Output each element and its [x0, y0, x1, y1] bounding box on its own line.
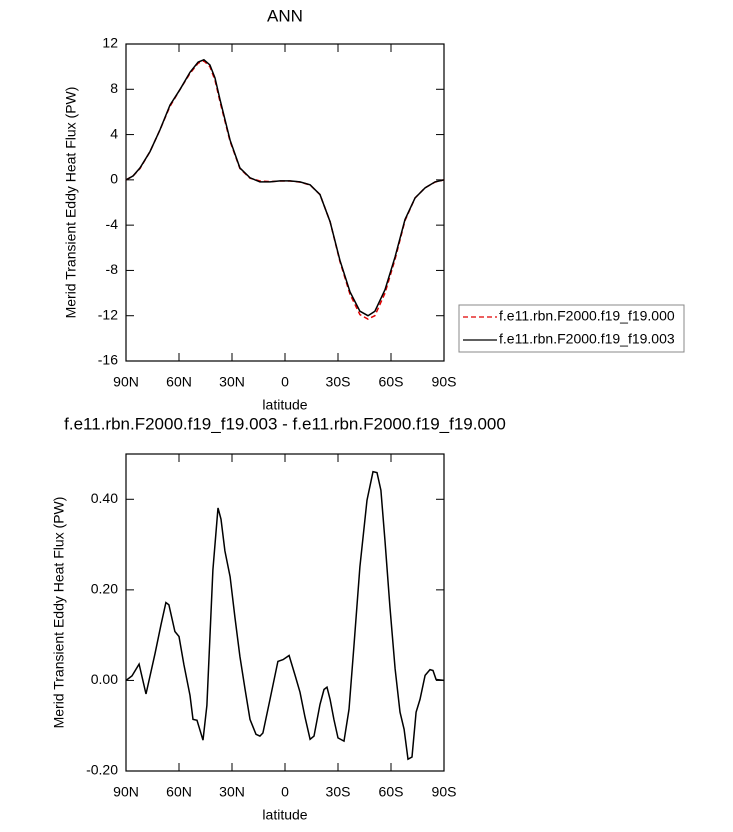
x-tick-label: 60N: [166, 374, 192, 390]
chart-title: ANN: [267, 6, 303, 25]
y-tick-label: -8: [106, 261, 119, 277]
chart-title: f.e11.rbn.F2000.f19_f19.003 - f.e11.rbn.…: [64, 414, 506, 433]
legend-box: [458, 304, 685, 353]
y-tick-label: -12: [98, 306, 118, 322]
x-tick-label: 30N: [219, 784, 245, 800]
x-tick-label: 90S: [432, 374, 457, 390]
y-tick-label: 0: [110, 171, 118, 187]
y-tick-label: 8: [110, 80, 118, 96]
y-tick-label: -0.20: [86, 762, 118, 778]
x-tick-label: 0: [281, 374, 289, 390]
data-line: [125, 58, 445, 317]
plot-frame: [125, 453, 445, 772]
y-tick-label: 0.20: [91, 581, 118, 597]
x-axis-label: latitude: [262, 397, 307, 413]
y-tick-label: 12: [102, 35, 118, 51]
x-tick-label: 60S: [379, 374, 404, 390]
y-tick-label: -16: [98, 352, 118, 368]
x-tick-label: 60S: [379, 784, 404, 800]
x-tick-label: 90S: [432, 784, 457, 800]
y-axis-label: Merid Transient Eddy Heat Flux (PW): [63, 87, 79, 319]
data-line: [125, 470, 445, 761]
x-axis-label: latitude: [262, 807, 307, 823]
y-tick-label: 4: [110, 125, 118, 141]
x-tick-label: 0: [281, 784, 289, 800]
x-tick-label: 60N: [166, 784, 192, 800]
legend-label: f.e11.rbn.F2000.f19_f19.003: [499, 331, 675, 347]
x-tick-label: 90N: [113, 374, 139, 390]
y-tick-label: -4: [106, 216, 119, 232]
x-tick-label: 90N: [113, 784, 139, 800]
x-tick-label: 30N: [219, 374, 245, 390]
x-tick-label: 30S: [326, 374, 351, 390]
legend-label: f.e11.rbn.F2000.f19_f19.000: [499, 308, 675, 324]
y-tick-label: 0.40: [91, 490, 118, 506]
x-tick-label: 30S: [326, 784, 351, 800]
y-tick-label: 0.00: [91, 671, 118, 687]
y-axis-label: Merid Transient Eddy Heat Flux (PW): [51, 497, 67, 729]
plot-frame: [125, 43, 445, 362]
